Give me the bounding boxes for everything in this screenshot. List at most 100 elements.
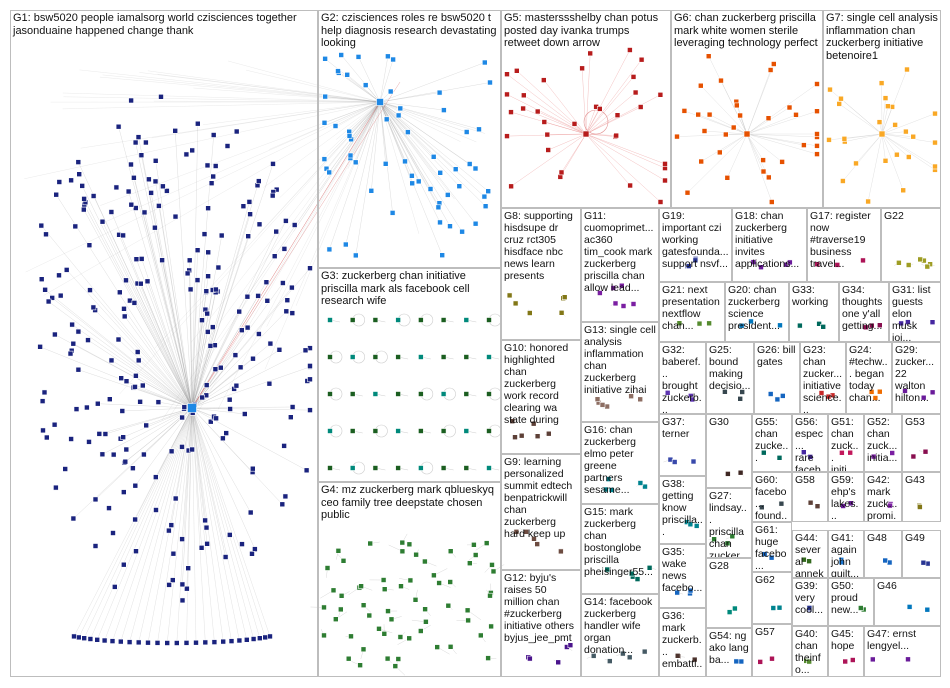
edge-g7 — [881, 106, 893, 135]
group-label-g8: G8: supporting hisdsupe dr cruz rct305 h… — [504, 210, 573, 282]
group-label-g51: G51: chan zuck... initi... — [831, 416, 859, 472]
group-box-g52: G52: chan zuck... initia... — [864, 414, 902, 472]
edge-g1 — [191, 123, 199, 409]
node-g6-25 — [733, 102, 740, 109]
node-g1-232 — [256, 221, 263, 228]
node-g1-219 — [249, 550, 255, 557]
edge-g1 — [191, 236, 249, 409]
group-box-g15: G15: mark zuckerberg chan bostonglobe pr… — [581, 504, 659, 594]
node-g1-56 — [76, 171, 82, 177]
node-g9-1 — [513, 528, 520, 535]
edge-g1 — [191, 310, 207, 409]
node-g1-arc-11 — [183, 640, 190, 646]
node-g4-20 — [324, 565, 331, 571]
edge-g1 — [191, 320, 203, 409]
node-g6-13 — [814, 81, 820, 87]
edge-g1 — [137, 283, 193, 409]
node-g6-7 — [674, 133, 680, 140]
group-box-g16: G16: chan zuckerberg elmo peter greene p… — [581, 422, 659, 504]
cross-edge-g2-g1 — [191, 101, 381, 363]
group-label-g9: G9: learning personalized summit edtech … — [504, 456, 573, 540]
edge-g1 — [83, 198, 193, 409]
node-g1-184 — [152, 178, 159, 185]
node-g1-203 — [68, 177, 74, 184]
node-g16-3 — [608, 487, 615, 493]
edge-g2 — [350, 101, 381, 156]
node-g1-arc-19 — [109, 638, 116, 644]
edge-g1 — [41, 225, 193, 409]
edge-g1 — [52, 297, 193, 409]
node-g1-113 — [189, 147, 195, 154]
edge-g6 — [746, 133, 783, 163]
node-g1-211 — [233, 128, 240, 135]
edge-g6 — [727, 133, 748, 178]
node-g21-1 — [696, 320, 703, 327]
node-g1-159 — [210, 173, 216, 180]
node-g22-2 — [917, 256, 924, 263]
edge-g1 — [48, 301, 193, 409]
node-g6-24 — [724, 175, 731, 181]
edge-g7 — [881, 131, 906, 135]
node-g2-hub — [376, 98, 384, 106]
node-g19-2 — [692, 257, 699, 264]
node-g1-236 — [213, 415, 219, 422]
node-g14-2 — [626, 654, 633, 661]
node-g4-38 — [417, 628, 424, 634]
node-g1-69 — [72, 223, 79, 230]
node-g7-8 — [840, 178, 846, 184]
node-g20-1 — [748, 318, 754, 325]
group-label-g23: G23: chan zucker... initiative science..… — [803, 344, 843, 414]
node-g4-45 — [385, 608, 391, 614]
group-label-g32: G32: baberef... brought zuckerb... — [662, 344, 702, 414]
node-g4-55 — [395, 656, 402, 662]
node-g3-30 — [463, 428, 470, 434]
edge-g1 — [83, 407, 193, 639]
cross-edge-g2-g3 — [379, 101, 461, 142]
cross-edge-hub — [191, 81, 401, 409]
node-g1-arc-5 — [236, 637, 243, 644]
node-g5-15 — [614, 112, 621, 118]
edge-g2 — [379, 101, 431, 190]
node-g1-197 — [133, 372, 139, 379]
node-g2-47 — [385, 53, 391, 60]
node-g17-1 — [860, 257, 866, 264]
node-g4-11 — [335, 547, 342, 554]
edge-g1 — [122, 407, 193, 412]
group-label-g49: G49 — [905, 532, 925, 544]
node-g1-55 — [112, 584, 118, 590]
node-g1-187 — [236, 308, 242, 315]
node-g3-29 — [440, 428, 447, 434]
node-g27-1 — [729, 533, 736, 540]
edge-g1 — [191, 252, 209, 409]
node-g57-1 — [757, 659, 764, 665]
node-g1-43 — [179, 444, 185, 450]
edge-g1 — [191, 407, 226, 558]
node-g6-10 — [701, 128, 708, 134]
node-g1-208 — [138, 256, 145, 262]
node-g1-89 — [67, 350, 74, 357]
node-g6-32 — [765, 174, 772, 181]
node-g1-231 — [307, 376, 313, 383]
node-g3-24 — [327, 428, 333, 434]
node-g1-215 — [135, 134, 142, 140]
node-g1-103 — [201, 231, 208, 237]
node-g1-228 — [42, 286, 48, 293]
node-g2-16 — [362, 82, 369, 88]
group-label-g6: G6: chan zuckerberg priscilla mark white… — [674, 12, 818, 49]
edge-g1 — [191, 214, 251, 409]
node-g29-0 — [902, 388, 908, 394]
node-g1-246 — [213, 286, 219, 293]
edge-g2 — [379, 101, 480, 130]
node-g1-20 — [121, 489, 127, 495]
edge-g2 — [355, 101, 381, 256]
node-g6-14 — [768, 199, 775, 205]
edge-g1 — [186, 407, 193, 589]
node-g1-157 — [187, 286, 194, 293]
edge-g5 — [585, 133, 616, 137]
node-g1-95 — [158, 94, 164, 100]
node-g2-31 — [321, 120, 328, 126]
node-g5-23 — [627, 182, 633, 189]
node-g1-148 — [170, 577, 176, 583]
edge-g2 — [379, 92, 440, 103]
node-g3-36 — [418, 465, 424, 471]
